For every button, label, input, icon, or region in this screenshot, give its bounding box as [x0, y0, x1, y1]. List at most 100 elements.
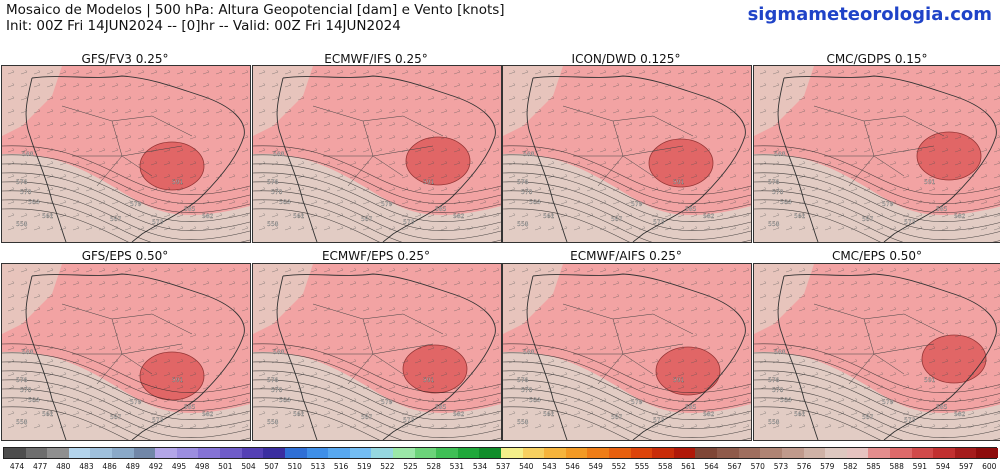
contour-label: 576: [768, 179, 780, 186]
colorbar-tick: 501: [218, 462, 233, 471]
colorbar-tick: 474: [9, 462, 25, 471]
contour-label: 564: [529, 199, 541, 206]
colorbar-tick: 507: [264, 462, 279, 471]
contour-label: 591: [673, 179, 685, 186]
contour-label: 561: [293, 213, 305, 220]
contour-label: 576: [16, 179, 28, 186]
colorbar-swatch: [781, 448, 804, 458]
geopotential-map: 588 591 585 582 576 570 564 561 558 579 573 567: [502, 65, 752, 243]
colorbar-swatch: [414, 448, 437, 458]
contour-label: 576: [768, 377, 780, 384]
colorbar-tick: 546: [565, 462, 580, 471]
contour-label: 558: [267, 221, 279, 228]
contour-label: 570: [271, 189, 283, 196]
contour-label: 591: [423, 377, 435, 384]
contour-label: 573: [403, 219, 415, 226]
colorbar-swatch: [47, 448, 70, 458]
colorbar-swatch: [717, 448, 740, 458]
colorbar-tick: 504: [241, 462, 256, 471]
colorbar-swatch: [349, 448, 372, 458]
contour-label: 570: [521, 387, 533, 394]
contour-label: 579: [130, 399, 142, 406]
colorbar-swatch: [133, 448, 156, 458]
geopotential-map: 588 591 585 582 576 570 564 561 558 579 573 567: [1, 65, 251, 243]
colorbar-swatch: [306, 448, 329, 458]
geopotential-map: 588 591 585 582 576 570 564 561 558 579 573 567: [502, 263, 752, 441]
contour-label: 567: [361, 216, 373, 223]
contour-label: 558: [768, 419, 780, 426]
colorbar-swatch: [241, 448, 264, 458]
site-link[interactable]: sigmameteorologia.com: [747, 4, 992, 25]
colorbar-tick: 594: [935, 462, 951, 471]
contour-label: 588: [523, 151, 535, 158]
contour-label: 567: [862, 414, 874, 421]
panel-title: GFS/EPS 0.50°: [81, 249, 169, 263]
contour-label: 570: [772, 387, 784, 394]
contour-label: 573: [653, 417, 665, 424]
contour-label: 588: [22, 349, 34, 356]
title-line-2: Init: 00Z Fri 14JUN2024 -- [0]hr -- Vali…: [6, 18, 401, 34]
contour-label: 582: [954, 213, 966, 220]
colorbar-tick: 486: [102, 462, 117, 471]
contour-label: 573: [152, 219, 164, 226]
colorbar-swatch: [522, 448, 545, 458]
colorbar-tick: 528: [426, 462, 441, 471]
colorbar-swatch: [371, 448, 394, 458]
contour-label: 561: [42, 411, 54, 418]
colorbar-swatch: [25, 448, 48, 458]
colorbar-tick: 585: [866, 462, 881, 471]
contour-label: 564: [279, 397, 291, 404]
contour-label: 585: [435, 206, 447, 213]
colorbar-swatch: [868, 448, 891, 458]
contour-label: 558: [517, 419, 529, 426]
colorbar-tick: 597: [958, 462, 974, 471]
contour-label: 567: [110, 414, 122, 421]
colorbar-tick: 591: [912, 462, 928, 471]
geopotential-map: 588 591 585 582 576 570 564 561 558 579 573 567: [252, 263, 502, 441]
colorbar-swatch: [889, 448, 913, 458]
contour-label: 573: [152, 417, 164, 424]
contour-label: 570: [20, 387, 32, 394]
colorbar-tick: 558: [658, 462, 673, 471]
colorbar-tick: 495: [171, 462, 187, 471]
contour-label: 576: [267, 179, 279, 186]
contour-label: 585: [936, 206, 948, 213]
contour-label: 573: [653, 219, 665, 226]
contour-label: 576: [16, 377, 28, 384]
contour-label: 570: [772, 189, 784, 196]
panel-title: ECMWF/EPS 0.25°: [321, 249, 431, 263]
contour-label: 579: [882, 399, 894, 406]
contour-label: 588: [22, 151, 34, 158]
colorbar-swatch: [695, 448, 718, 458]
contour-label: 582: [202, 411, 214, 418]
colorbar-swatch: [933, 448, 956, 458]
contour-label: 570: [521, 189, 533, 196]
colorbar-swatch: [263, 448, 286, 458]
colorbar-tick: 483: [79, 462, 94, 471]
contour-label: 567: [611, 414, 623, 421]
colorbar: [3, 447, 999, 459]
contour-label: 573: [403, 417, 415, 424]
colorbar-tick: 519: [357, 462, 372, 471]
contour-label: 564: [780, 199, 792, 206]
colorbar-tick: 498: [195, 462, 210, 471]
contour-label: 558: [16, 221, 28, 228]
colorbar-swatch: [112, 448, 135, 458]
colorbar-tick: 555: [634, 462, 650, 471]
colorbar-tick: 513: [310, 462, 326, 471]
contour-label: 579: [882, 201, 894, 208]
colorbar-tick: 531: [449, 462, 465, 471]
contour-label: 582: [703, 213, 715, 220]
colorbar-swatch: [825, 448, 848, 458]
geopotential-map: 588 591 585 582 576 570 564 561 558 579 573 567: [753, 263, 1000, 441]
colorbar-swatch: [436, 448, 459, 458]
contour-label: 591: [673, 377, 685, 384]
contour-label: 585: [435, 404, 447, 411]
colorbar-tick: 477: [32, 462, 48, 471]
colorbar-tick: 525: [403, 462, 418, 471]
colorbar-swatch: [846, 448, 869, 458]
contour-label: 582: [703, 411, 715, 418]
contour-label: 588: [523, 349, 535, 356]
contour-label: 591: [172, 179, 184, 186]
contour-label: 564: [28, 199, 40, 206]
